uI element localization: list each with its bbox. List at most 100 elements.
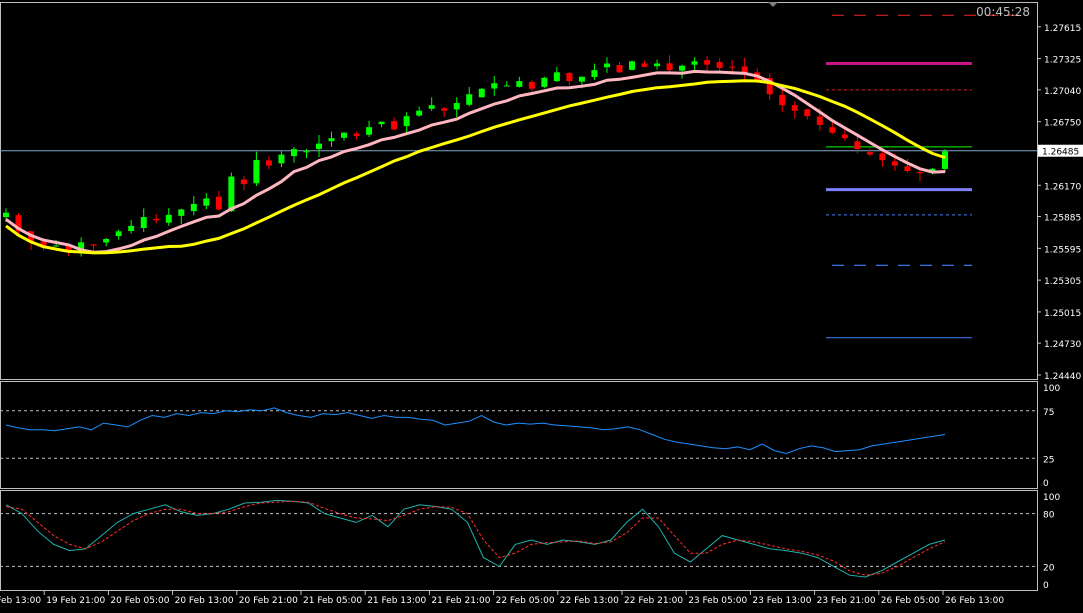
- bar-countdown-clock: 00:45:28: [976, 5, 1030, 19]
- price-tick-label: 1.27325: [1044, 56, 1081, 66]
- price-tick-label: 1.25885: [1044, 214, 1081, 224]
- stochastic-scale-label: 80: [1043, 511, 1055, 521]
- price-panel[interactable]: 1.27615 1.27325 1.27040 1.26750 1.26485 1.261…: [0, 2, 1083, 382]
- candle-body: [816, 116, 823, 125]
- price-tick-label: 1.25305: [1044, 277, 1081, 287]
- candle-body: [341, 132, 348, 138]
- time-axis: 19 Feb 13:00 19 Feb 21:00 20 Feb 05:00 20 F…: [0, 590, 1004, 606]
- candle-body: [178, 209, 185, 216]
- candle-body: [516, 81, 523, 87]
- candle-body: [666, 63, 673, 71]
- price-tick-label: 1.26750: [1044, 119, 1081, 129]
- candle-body: [566, 72, 573, 82]
- time-tick-label: 20 Feb 21:00: [239, 596, 298, 606]
- time-tick-label: 22 Feb 21:00: [624, 596, 683, 606]
- candle-body: [616, 65, 623, 73]
- time-tick-label: 21 Feb 05:00: [303, 596, 362, 606]
- time-tick-label: 26 Feb 05:00: [881, 596, 940, 606]
- time-tick-label: 23 Feb 13:00: [752, 596, 811, 606]
- current-price-label: 1.26485: [1042, 148, 1079, 158]
- candle-body: [240, 179, 247, 185]
- candle-body: [841, 134, 848, 139]
- candle-body: [716, 62, 723, 68]
- candle-body: [942, 151, 948, 169]
- rsi-scale-label: 0: [1043, 479, 1049, 489]
- candle-body: [3, 212, 9, 218]
- candle-body: [328, 138, 335, 142]
- candle-body: [679, 65, 686, 71]
- rsi-scale-label: 100: [1043, 384, 1060, 394]
- price-tick-label: 1.26170: [1044, 182, 1081, 192]
- time-tick-label: 21 Feb 13:00: [367, 596, 426, 606]
- candle-body: [378, 121, 385, 125]
- rsi-scale-label: 75: [1043, 408, 1054, 418]
- candle-body: [215, 196, 222, 210]
- candle-body: [366, 127, 373, 135]
- candle-body: [466, 94, 473, 105]
- candle-body: [854, 141, 861, 150]
- candle-body: [165, 214, 172, 223]
- candle-body: [528, 82, 535, 89]
- time-tick-label: 22 Feb 05:00: [496, 596, 555, 606]
- candle-body: [591, 70, 598, 78]
- candle-body: [729, 66, 736, 68]
- candle-body: [904, 166, 911, 172]
- stochastic-signal-line: [5, 500, 946, 576]
- candle-body: [654, 63, 661, 67]
- time-tick-label: 19 Feb 13:00: [0, 596, 41, 606]
- price-tick-label: 1.24730: [1044, 340, 1081, 350]
- price-tick-label: 1.24440: [1044, 372, 1081, 382]
- stochastic-main-line: [5, 499, 946, 578]
- rsi-panel-frame: [0, 381, 1038, 489]
- candle-body: [278, 154, 285, 164]
- candle-body: [115, 231, 122, 237]
- candle-body: [541, 77, 548, 87]
- candle-body: [553, 72, 560, 82]
- candle-body: [15, 215, 22, 232]
- candle-body: [53, 245, 60, 247]
- candle-body: [290, 149, 297, 157]
- candle-body: [478, 88, 485, 98]
- time-tick-label: 20 Feb 13:00: [175, 596, 234, 606]
- candle-body: [353, 133, 360, 136]
- price-tick-label: 1.25595: [1044, 245, 1081, 255]
- rsi-scale-label: 25: [1043, 455, 1054, 465]
- candle-body: [253, 160, 260, 184]
- moving-average-fast: [5, 69, 946, 254]
- candle-body: [804, 109, 811, 117]
- candle-body: [866, 152, 873, 155]
- candle-body: [228, 176, 235, 212]
- candle-body: [103, 239, 110, 243]
- rsi-panel[interactable]: 100 75 25 0: [0, 381, 1060, 490]
- rsi-line: [5, 407, 946, 455]
- candle-body: [829, 127, 836, 133]
- time-tick-label: 19 Feb 21:00: [46, 596, 105, 606]
- candle-body: [441, 108, 448, 111]
- candle-body: [766, 77, 773, 95]
- price-panel-frame: [0, 2, 1038, 380]
- time-tick-label: 20 Feb 05:00: [110, 596, 169, 606]
- moving-average-slow: [5, 79, 946, 255]
- stochastic-scale-label: 20: [1043, 563, 1055, 573]
- time-tick-label: 22 Feb 13:00: [560, 596, 619, 606]
- stochastic-scale-label: 100: [1043, 493, 1060, 503]
- candle-body: [90, 244, 97, 246]
- chart-shift-marker-icon[interactable]: [768, 2, 778, 7]
- time-tick-label: 23 Feb 05:00: [688, 596, 747, 606]
- candle-body: [578, 76, 585, 82]
- candle-body: [153, 218, 160, 221]
- candle-body: [203, 198, 210, 206]
- candle-body: [916, 172, 923, 174]
- candle-body: [316, 143, 322, 149]
- candle-body: [741, 66, 748, 75]
- candle-body: [491, 83, 498, 89]
- stochastic-panel[interactable]: 100 80 20 0: [0, 490, 1060, 592]
- candle-body: [140, 217, 147, 229]
- candle-body: [629, 61, 635, 70]
- candle-body: [40, 241, 47, 248]
- price-tick-label: 1.27615: [1044, 24, 1081, 34]
- time-tick-label: 23 Feb 21:00: [817, 596, 876, 606]
- price-tick-label: 1.25015: [1044, 309, 1081, 319]
